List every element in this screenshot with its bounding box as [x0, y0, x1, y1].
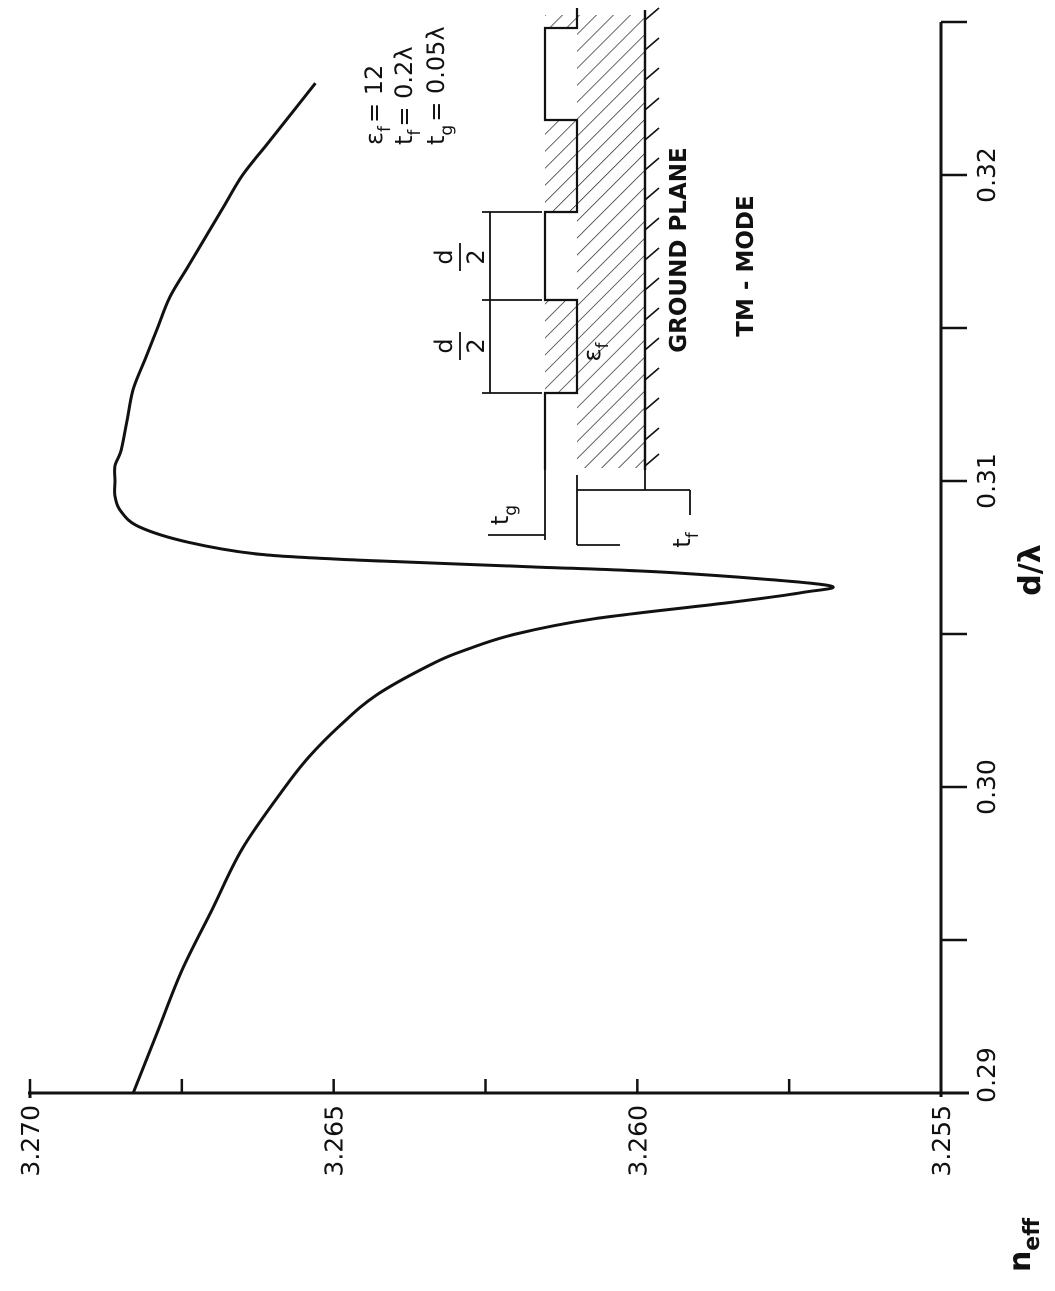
mode-label: TM - MODE	[733, 195, 759, 336]
x-tick-label: 0.31	[972, 453, 1001, 509]
film-region	[545, 15, 645, 468]
y-tick-label: 3.260	[623, 1105, 652, 1177]
param-eps: εf= 12	[360, 65, 395, 145]
x-tick-label: 0.29	[972, 1047, 1001, 1103]
svg-text:2: 2	[462, 338, 490, 353]
ground-plane-label: GROUND PLANE	[666, 147, 692, 352]
x-tick-label: 0.32	[972, 147, 1001, 203]
x-ticks: 0.29 0.30 0.31 0.32	[939, 20, 1001, 1103]
d-half-label-1: d 2	[430, 332, 490, 360]
x-tick-label: 0.30	[972, 759, 1001, 815]
parameter-list: εf= 12 tf= 0.2λ tg= 0.05λ	[360, 26, 457, 145]
structure-inset: d 2 d 2 εf tg tf GROUND PLANE TM - MODE	[430, 7, 759, 548]
tf-label: tf	[668, 531, 703, 547]
d-dimension	[482, 211, 542, 394]
param-tf: tf= 0.2λ	[390, 46, 425, 145]
series-line	[113, 82, 835, 1094]
svg-text:2: 2	[462, 249, 490, 264]
data-series	[113, 82, 835, 1094]
y-tick-label: 3.255	[927, 1105, 956, 1177]
corrugated-surface	[543, 8, 579, 470]
y-tick-label: 3.270	[16, 1105, 45, 1177]
y-axis-label: neff	[1003, 1217, 1045, 1272]
svg-text:d: d	[430, 338, 458, 353]
y-tick-label: 3.265	[320, 1105, 349, 1177]
d-half-label-2: d 2	[430, 243, 490, 271]
ground-hatch	[644, 7, 660, 467]
svg-text:neff: neff	[1003, 1217, 1045, 1272]
tg-label: tg	[486, 505, 521, 525]
param-tg: tg= 0.05λ	[422, 26, 457, 145]
x-axis-label: d/λ	[1013, 544, 1048, 595]
eps-f-label: εf	[578, 342, 613, 362]
thickness-dimensions	[488, 392, 691, 546]
svg-text:d: d	[430, 249, 458, 264]
y-ticks: 3.255 3.260 3.265 3.270	[16, 1079, 956, 1177]
